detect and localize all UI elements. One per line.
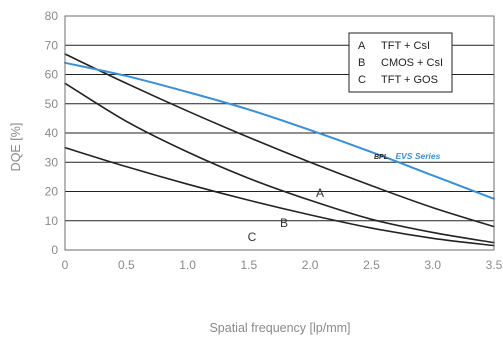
y-tick-label-20: 20 <box>45 185 59 199</box>
y-tick-label-50: 50 <box>45 97 59 111</box>
x-tick-label-2-0: 2.0 <box>302 258 319 272</box>
curve-label-b: B <box>280 216 288 230</box>
x-tick-label-2-5: 2.5 <box>363 258 380 272</box>
legend-text-c: TFT + GOS <box>381 74 438 86</box>
x-tick-label-3-0: 3.0 <box>424 258 441 272</box>
grid-lines <box>65 44 494 222</box>
series-line-evs <box>64 61 495 200</box>
y-tick-labels: 0 10 20 30 40 50 60 70 80 <box>45 9 59 257</box>
x-axis-title: Spatial frequency [lp/mm] <box>209 321 350 335</box>
evs-series-label: BPL EVS Series <box>374 146 441 163</box>
x-tick-label-0: 0 <box>62 258 69 272</box>
x-tick-label-3-5: 3.5 <box>486 258 503 272</box>
y-tick-label-40: 40 <box>45 126 59 140</box>
legend-key-b: B <box>358 57 365 69</box>
evs-series-prefix: BPL <box>374 154 388 161</box>
x-tick-labels: 0 0.5 1.0 1.5 2.0 2.5 3.0 3.5 <box>62 258 503 272</box>
y-tick-label-60: 60 <box>45 68 59 82</box>
y-tick-label-80: 80 <box>45 9 59 23</box>
plot-frame <box>64 15 495 251</box>
series-line-c <box>64 146 495 247</box>
y-tick-label-0: 0 <box>51 243 58 257</box>
x-tick-label-1-5: 1.5 <box>241 258 258 272</box>
legend-key-a: A <box>358 40 366 52</box>
data-lines <box>64 53 495 247</box>
y-tick-label-30: 30 <box>45 155 59 169</box>
x-tick-label-0-5: 0.5 <box>118 258 135 272</box>
legend-text-a: TFT + CsI <box>381 40 430 52</box>
series-line-a <box>64 53 495 228</box>
legend: A TFT + CsI B CMOS + CsI C TFT + GOS <box>348 32 453 93</box>
legend-box <box>348 32 453 93</box>
evs-series-name: EVS Series <box>395 151 440 161</box>
series-line-b <box>64 82 495 244</box>
curve-label-c: C <box>248 230 257 244</box>
y-tick-label-70: 70 <box>45 38 59 52</box>
legend-key-c: C <box>358 74 366 86</box>
legend-text-b: CMOS + CsI <box>381 57 443 69</box>
curve-label-a: A <box>316 186 324 200</box>
x-tick-label-1-0: 1.0 <box>179 258 196 272</box>
y-tick-label-10: 10 <box>45 214 59 228</box>
y-axis-title: DQE [%] <box>9 123 23 172</box>
